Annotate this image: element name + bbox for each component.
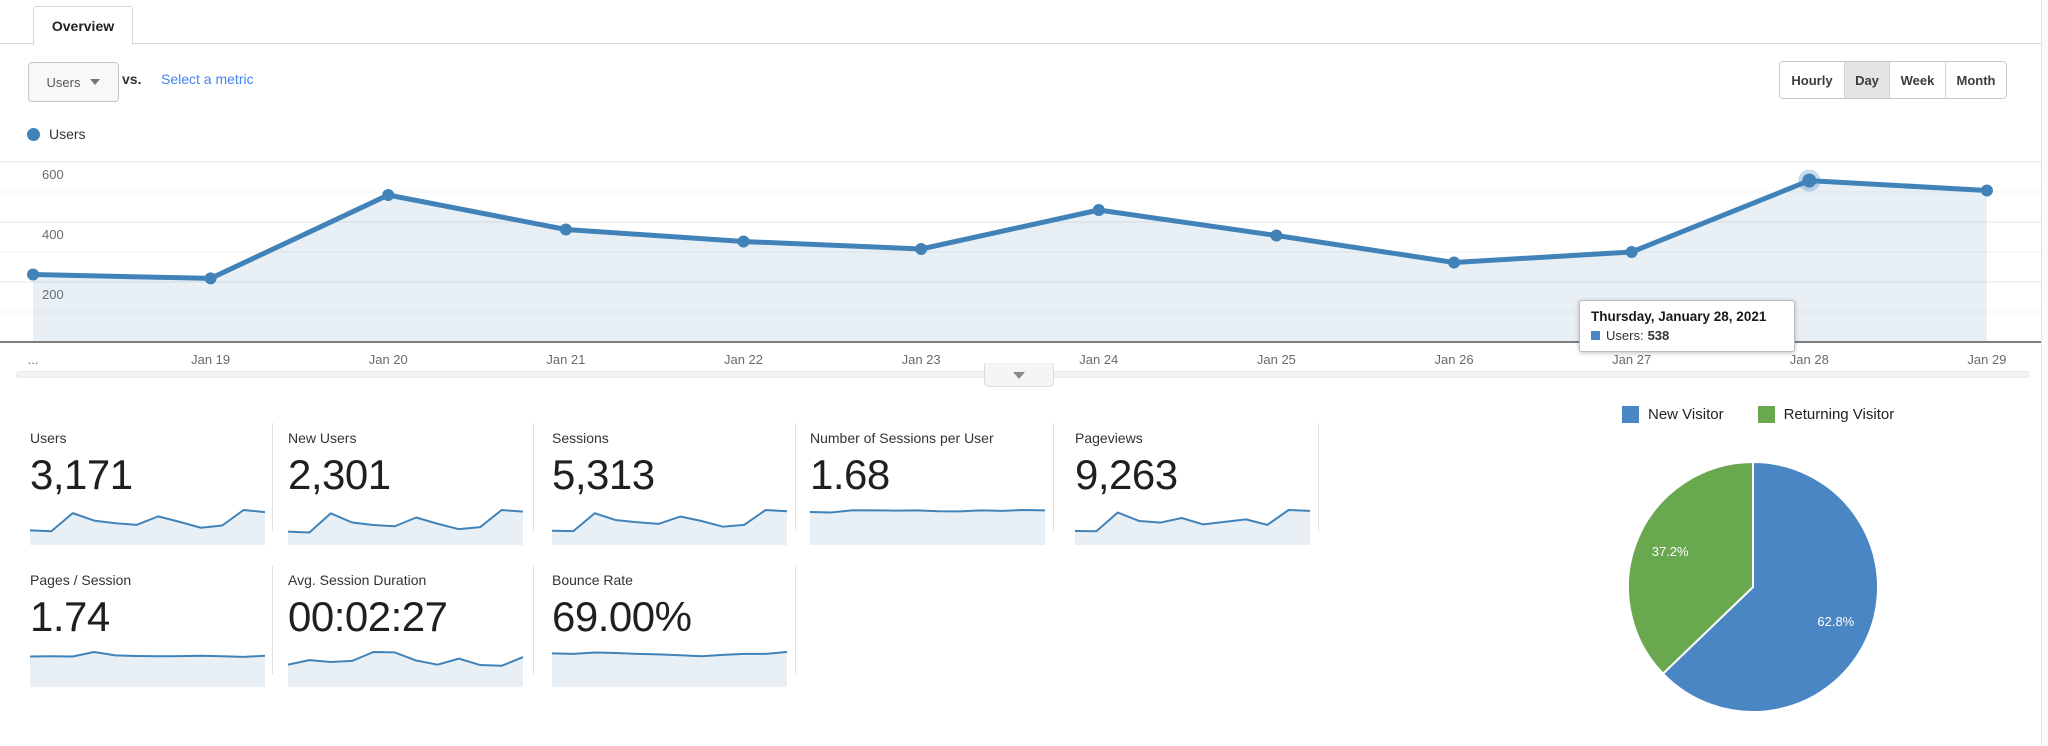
- granularity-month-button[interactable]: Month: [1945, 62, 2006, 98]
- new-visitor-swatch-icon: [1622, 406, 1639, 423]
- metric-card-sessions: Sessions 5,313: [552, 429, 792, 545]
- metric-dropdown[interactable]: Users: [28, 62, 119, 102]
- svg-text:200: 200: [42, 287, 64, 302]
- metric-label: Bounce Rate: [552, 572, 633, 588]
- metric-value: 5,313: [552, 451, 655, 498]
- metric-card-bounce-rate: Bounce Rate 69.00%: [552, 571, 792, 687]
- metric-value: 00:02:27: [288, 593, 448, 640]
- svg-text:Jan 27: Jan 27: [1612, 352, 1651, 367]
- pages-per-session-sparkline: [30, 651, 265, 687]
- metric-label: Pages / Session: [30, 572, 132, 588]
- new-users-sparkline: [288, 509, 523, 545]
- tab-overview[interactable]: Overview: [33, 6, 133, 45]
- chart-legend-label: Users: [49, 126, 86, 142]
- granularity-day-button[interactable]: Day: [1844, 62, 1889, 98]
- select-metric-link[interactable]: Select a metric: [161, 71, 254, 87]
- metric-value: 69.00%: [552, 593, 692, 640]
- svg-text:Jan 26: Jan 26: [1435, 352, 1474, 367]
- legend-label: Returning Visitor: [1783, 406, 1895, 423]
- legend-item-new-visitor: New Visitor: [1622, 406, 1724, 423]
- metric-card-pages-per-session: Pages / Session 1.74: [30, 571, 270, 687]
- svg-text:...: ...: [28, 352, 39, 367]
- divider: [795, 566, 796, 674]
- granularity-hourly-button[interactable]: Hourly: [1780, 62, 1844, 98]
- svg-text:Jan 24: Jan 24: [1079, 352, 1118, 367]
- metric-label: Pageviews: [1075, 430, 1143, 446]
- metric-label: New Users: [288, 430, 357, 446]
- svg-text:62.8%: 62.8%: [1817, 614, 1854, 629]
- users-line-chart[interactable]: 200 400 600... Jan 19 Jan 20 Jan 21 Jan 22 Jan …: [0, 148, 2048, 372]
- tooltip-value-row: Users: 538: [1591, 328, 1783, 343]
- vs-label: vs.: [122, 71, 142, 87]
- metric-value: 2,301: [288, 451, 391, 498]
- visitor-type-pie-chart[interactable]: 62.8% 37.2%: [1623, 457, 1883, 717]
- pie-legend: New Visitor Returning Visitor: [1622, 406, 1894, 423]
- svg-text:Jan 25: Jan 25: [1257, 352, 1296, 367]
- chart-legend: Users: [27, 126, 86, 142]
- svg-text:600: 600: [42, 167, 64, 182]
- divider: [533, 423, 534, 531]
- metric-value: 1.74: [30, 593, 110, 640]
- chevron-down-icon: [1013, 371, 1025, 379]
- metric-card-users: Users 3,171: [30, 429, 270, 545]
- avg-session-duration-sparkline: [288, 651, 523, 687]
- pageviews-sparkline: [1075, 509, 1310, 545]
- scrollbar-track[interactable]: [2041, 0, 2048, 746]
- bounce-rate-sparkline: [552, 651, 787, 687]
- chart-collapse-button[interactable]: [984, 363, 1054, 387]
- metric-value: 1.68: [810, 451, 890, 498]
- svg-text:37.2%: 37.2%: [1652, 544, 1689, 559]
- metric-label: Sessions: [552, 430, 609, 446]
- metric-label: Avg. Session Duration: [288, 572, 427, 588]
- svg-text:400: 400: [42, 227, 64, 242]
- returning-visitor-swatch-icon: [1757, 406, 1775, 423]
- tab-overview-label: Overview: [51, 18, 115, 34]
- metric-card-pageviews: Pageviews 9,263: [1075, 429, 1315, 545]
- legend-item-returning-visitor: Returning Visitor: [1757, 406, 1895, 423]
- sessions-sparkline: [552, 509, 787, 545]
- metric-card-avg-session-duration: Avg. Session Duration 00:02:27: [288, 571, 528, 687]
- tooltip-metric-label: Users:: [1606, 328, 1644, 343]
- svg-text:Jan 28: Jan 28: [1790, 352, 1829, 367]
- metric-label: Number of Sessions per User: [810, 430, 994, 446]
- users-sparkline: [30, 509, 265, 545]
- users-series-dot-icon: [27, 127, 40, 141]
- svg-text:Jan 29: Jan 29: [1967, 352, 2006, 367]
- svg-text:Jan 19: Jan 19: [191, 352, 230, 367]
- svg-text:Jan 20: Jan 20: [369, 352, 408, 367]
- metric-dropdown-value: Users: [46, 74, 81, 90]
- svg-text:Jan 21: Jan 21: [546, 352, 585, 367]
- svg-text:Jan 23: Jan 23: [902, 352, 941, 367]
- divider: [795, 423, 796, 531]
- metric-card-sessions-per-user: Number of Sessions per User 1.68: [810, 429, 1050, 545]
- metric-value: 3,171: [30, 451, 133, 498]
- metric-label: Users: [30, 430, 67, 446]
- divider: [272, 566, 273, 674]
- divider: [533, 566, 534, 674]
- granularity-button-group: Hourly Day Week Month: [1779, 61, 2007, 99]
- tab-bar: Overview: [0, 0, 2041, 45]
- metric-value: 9,263: [1075, 451, 1178, 498]
- tooltip-date: Thursday, January 28, 2021: [1591, 309, 1767, 324]
- divider: [1318, 423, 1319, 531]
- tooltip-metric-value: 538: [1647, 328, 1670, 343]
- divider: [272, 423, 273, 531]
- metric-card-new-users: New Users 2,301: [288, 429, 528, 545]
- caret-down-icon: [90, 79, 101, 85]
- svg-text:Jan 22: Jan 22: [724, 352, 763, 367]
- sessions-per-user-sparkline: [810, 509, 1045, 545]
- divider: [1053, 423, 1054, 531]
- users-series-marker-icon: [1591, 331, 1600, 340]
- granularity-week-button[interactable]: Week: [1889, 62, 1945, 98]
- chart-tooltip: Thursday, January 28, 2021 Users: 538: [1579, 300, 1795, 352]
- legend-label: New Visitor: [1648, 406, 1724, 423]
